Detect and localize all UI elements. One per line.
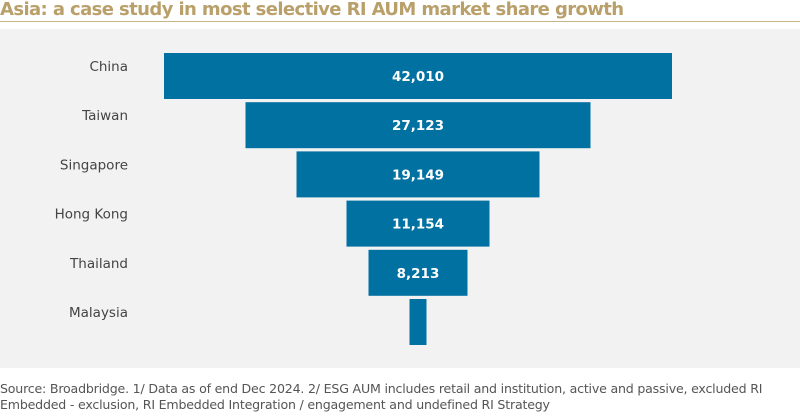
bar-thailand [368,249,468,296]
bar-taiwan [245,102,591,149]
bar-malaysia [409,299,427,345]
category-label: Taiwan [81,108,128,124]
category-label: Singapore [60,157,128,173]
bar-hong-kong [346,200,490,247]
data-label: 19,149 [392,167,444,183]
source-note: Source: Broadbridge. 1/ Data as of end D… [0,381,763,412]
chart-title: Asia: a case study in most selective RI … [0,0,624,20]
data-label: 42,010 [392,69,444,85]
bar-singapore [296,151,540,198]
category-label: China [89,59,128,75]
data-label: 27,123 [392,118,444,134]
data-label: 11,154 [392,217,444,233]
category-label: Malaysia [69,305,128,321]
bar-china [164,53,672,99]
category-label: Hong Kong [55,207,128,223]
category-label: Thailand [69,256,128,272]
data-label: 8,213 [397,266,440,282]
title-divider [0,21,800,22]
